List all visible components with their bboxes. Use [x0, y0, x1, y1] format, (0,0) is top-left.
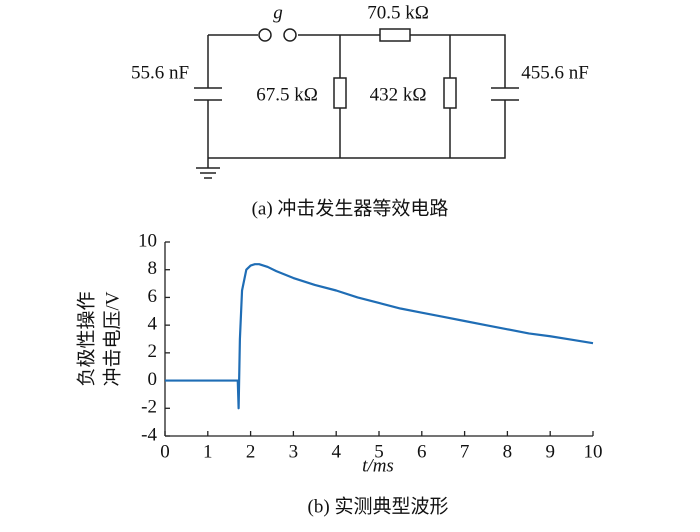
x-tick-label: 2 — [246, 441, 256, 462]
x-tick-label: 7 — [460, 441, 470, 462]
resistor-label: 70.5 kΩ — [367, 2, 429, 23]
wire — [207, 34, 506, 168]
circuit: g 70.5 kΩ 55.6 nF 67.5 kΩ 432 kΩ 455.6 n… — [131, 2, 589, 219]
switch-contact — [258, 28, 272, 42]
y-tick-label: -2 — [141, 397, 157, 418]
y-tick-label: 8 — [148, 258, 158, 279]
y-tick-label: 6 — [148, 286, 158, 307]
x-tick-label: 1 — [203, 441, 213, 462]
x-tick-label: 8 — [503, 441, 513, 462]
y-tick-label: 2 — [148, 341, 158, 362]
resistor-label: 432 kΩ — [370, 84, 427, 105]
capacitor-label: 455.6 nF — [521, 62, 589, 83]
x-tick-label: 3 — [289, 441, 299, 462]
chart: t/ms (b) 实测典型波形 -4 -2 0 2 4 6 8 10 0 1 2 3 4 5 6 7 8 9 10 负… — [75, 230, 602, 517]
resistor — [379, 28, 411, 42]
x-tick-label: 10 — [584, 441, 603, 462]
resistor — [443, 77, 457, 109]
caption: (b) 实测典型波形 — [308, 495, 449, 517]
x-tick-label: 5 — [374, 441, 384, 462]
y-axis-label: 负极性操作 — [75, 291, 97, 386]
x-tick-label: 6 — [417, 441, 427, 462]
x-tick-label: 9 — [545, 441, 555, 462]
y-tick-label: 0 — [148, 369, 158, 390]
x-tick-label: 4 — [331, 441, 341, 462]
ground — [196, 167, 220, 179]
capacitor-label: 55.6 nF — [131, 62, 189, 83]
y-tick-label: 10 — [138, 230, 157, 251]
y-tick-label: -4 — [141, 424, 157, 445]
data-line — [165, 263, 594, 410]
resistor-label: 67.5 kΩ — [256, 84, 318, 105]
x-tick-label: 0 — [160, 441, 170, 462]
caption: (a) 冲击发生器等效电路 — [252, 197, 449, 219]
capacitor — [194, 87, 519, 101]
x-axis-label: t/ms — [362, 455, 394, 476]
switch-contact — [283, 28, 297, 42]
switch-label: g — [273, 2, 283, 23]
resistor — [333, 77, 347, 109]
y-tick-label: 4 — [148, 314, 158, 335]
y-axis-label: 冲击电压/V — [101, 291, 123, 386]
